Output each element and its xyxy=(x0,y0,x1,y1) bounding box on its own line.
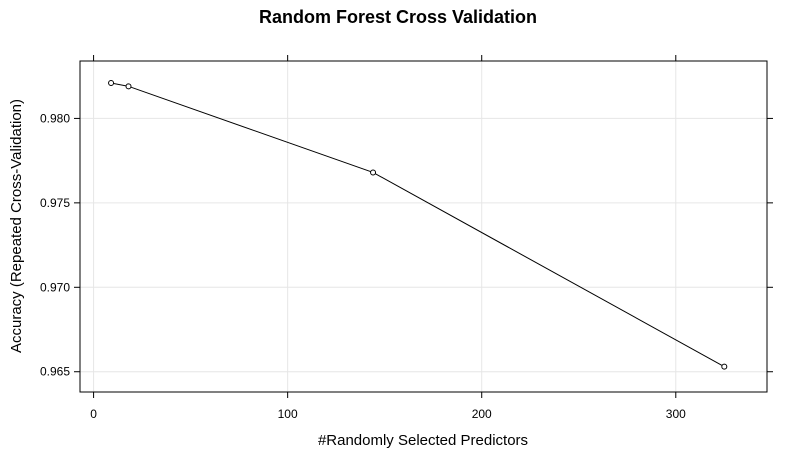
y-tick-label: 0.965 xyxy=(40,365,70,379)
data-point xyxy=(721,363,728,370)
axis-ticks: 0 100 200 300 0.965 0.970 0.975 0.980 xyxy=(40,55,773,421)
y-tick-label: 0.980 xyxy=(40,111,70,125)
x-tick-label: 0 xyxy=(90,407,97,421)
chart-title: Random Forest Cross Validation xyxy=(259,7,537,27)
series-line xyxy=(110,82,725,368)
grid xyxy=(80,61,767,392)
x-axis-title: #Randomly Selected Predictors xyxy=(318,432,528,449)
data-point xyxy=(370,169,377,176)
x-tick-label: 100 xyxy=(278,407,298,421)
data-layer xyxy=(108,79,728,370)
data-point xyxy=(125,83,132,90)
y-tick-label: 0.975 xyxy=(40,196,70,210)
plot-frame xyxy=(79,60,768,393)
y-tick-label: 0.970 xyxy=(40,280,70,294)
x-tick-label: 300 xyxy=(666,407,686,421)
y-axis-title: Accuracy (Repeated Cross-Validation) xyxy=(8,99,25,353)
x-tick-label: 200 xyxy=(472,407,492,421)
data-point xyxy=(108,79,115,86)
